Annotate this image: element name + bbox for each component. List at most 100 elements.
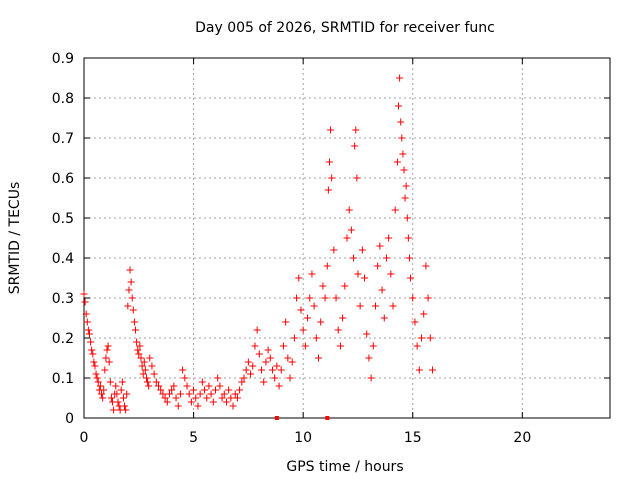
axis-marker [274, 416, 279, 420]
data-point [380, 314, 388, 322]
data-point [187, 398, 195, 406]
data-point [260, 378, 268, 386]
data-point [352, 126, 360, 134]
data-point [295, 274, 303, 282]
data-point [275, 382, 283, 390]
data-point [207, 390, 215, 398]
data-point [146, 354, 154, 362]
data-point [192, 394, 200, 402]
data-point [145, 382, 153, 390]
data-point [92, 370, 100, 378]
data-point [387, 270, 395, 278]
data-point [99, 394, 107, 402]
data-point [225, 386, 233, 394]
data-point [101, 366, 109, 374]
data-point [343, 234, 351, 242]
data-point [94, 378, 102, 386]
data-point [409, 294, 417, 302]
x-ticks: 0 5 10 15 20 [80, 58, 531, 446]
data-point [161, 394, 169, 402]
data-point [140, 358, 148, 366]
data-point [141, 366, 149, 374]
data-point [424, 294, 432, 302]
data-point [102, 354, 110, 362]
y-tick-label: 0.8 [52, 91, 74, 107]
data-point [150, 370, 158, 378]
data-point [83, 318, 91, 326]
data-point [249, 362, 257, 370]
data-point [418, 334, 426, 342]
data-point [214, 374, 222, 382]
data-point [220, 390, 228, 398]
data-point [428, 366, 436, 374]
data-point [170, 382, 178, 390]
y-tick-label: 0.5 [52, 211, 74, 227]
data-point [148, 362, 156, 370]
data-point [172, 394, 180, 402]
data-point [104, 342, 112, 350]
axis-marker [325, 416, 330, 420]
data-point [374, 262, 382, 270]
data-point [297, 306, 305, 314]
data-point [118, 378, 126, 386]
data-point [353, 174, 361, 182]
data-point [268, 366, 276, 374]
data-point [138, 362, 146, 370]
data-point [212, 386, 219, 394]
data-point [345, 206, 353, 214]
data-point [369, 342, 377, 350]
data-point [403, 214, 411, 222]
y-tick-label: 0.3 [52, 291, 74, 307]
data-points [80, 74, 436, 414]
data-point [273, 362, 281, 370]
data-point [185, 390, 193, 398]
data-point [163, 398, 171, 406]
data-point [90, 358, 98, 366]
data-point [299, 326, 307, 334]
data-point [136, 342, 144, 350]
data-point [103, 346, 111, 354]
data-point [271, 374, 279, 382]
y-tick-label: 0.2 [52, 331, 74, 347]
data-point [415, 366, 423, 374]
x-tick-label: 5 [189, 430, 198, 446]
data-point [396, 74, 404, 82]
data-point [315, 354, 323, 362]
data-point [125, 286, 133, 294]
data-point [363, 330, 371, 338]
data-point [135, 350, 143, 358]
data-point [339, 314, 347, 322]
data-point [144, 378, 152, 386]
data-point [413, 342, 421, 350]
x-tick-label: 20 [513, 430, 531, 446]
axis-markers [274, 416, 330, 420]
data-point [196, 390, 204, 398]
data-point [127, 278, 135, 286]
data-point [89, 350, 97, 358]
data-point [155, 382, 163, 390]
data-point [222, 398, 230, 406]
y-tick-label: 0.7 [52, 131, 74, 147]
data-point [198, 378, 206, 386]
data-point [129, 306, 137, 314]
x-axis-label: GPS time / hours [286, 459, 403, 475]
data-point [284, 354, 292, 362]
data-point [81, 298, 89, 306]
data-point [107, 394, 115, 402]
data-point [165, 390, 173, 398]
data-point [84, 326, 92, 334]
data-point [385, 234, 393, 242]
data-point [264, 346, 272, 354]
y-ticks: 0 0.1 0.2 0.3 0.4 0.5 0.6 0.7 0.8 0.9 [52, 51, 610, 427]
data-point [371, 302, 379, 310]
y-tick-label: 0.6 [52, 171, 74, 187]
data-point [341, 282, 349, 290]
data-point [266, 354, 274, 362]
data-point [367, 374, 375, 382]
data-point [142, 374, 150, 382]
data-point [181, 374, 189, 382]
data-point [334, 326, 342, 334]
data-point [100, 386, 108, 394]
data-point [80, 290, 88, 298]
